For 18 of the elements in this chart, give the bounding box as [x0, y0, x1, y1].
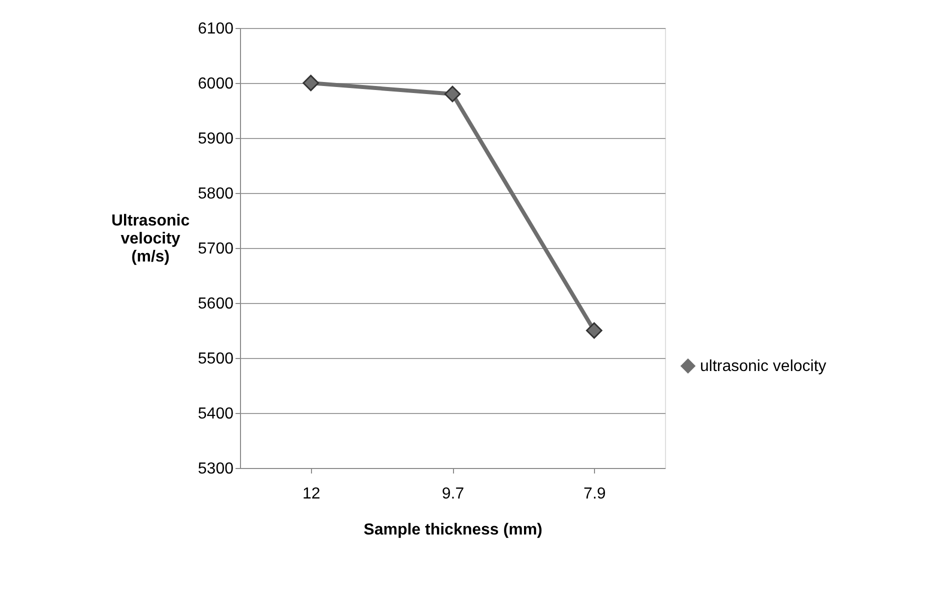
y-tick-label: 6100: [198, 20, 234, 38]
y-tick-label: 6000: [198, 76, 234, 92]
x-axis-title: Sample thickness (mm): [364, 522, 542, 538]
x-tick-label: 7.9: [584, 486, 606, 502]
y-tick-label: 5600: [198, 296, 234, 312]
y-tick-label: 5800: [198, 186, 234, 202]
y-tick-label: 5900: [198, 130, 234, 148]
legend-label: ultrasonic velocity: [700, 358, 826, 375]
y-axis-title: Ultrasonic velocity (m/s): [111, 212, 190, 266]
point: [302, 74, 319, 92]
point: [586, 322, 602, 339]
y-tick-label: 5300: [198, 460, 234, 478]
x-tick-label: 9.7: [442, 486, 464, 502]
x-tick-label: 12: [302, 486, 320, 502]
y-tick-label: 5400: [198, 406, 234, 422]
point: [444, 86, 461, 102]
y-tick-label: 5500: [198, 350, 234, 368]
y-tick-label: 5700: [198, 240, 234, 258]
